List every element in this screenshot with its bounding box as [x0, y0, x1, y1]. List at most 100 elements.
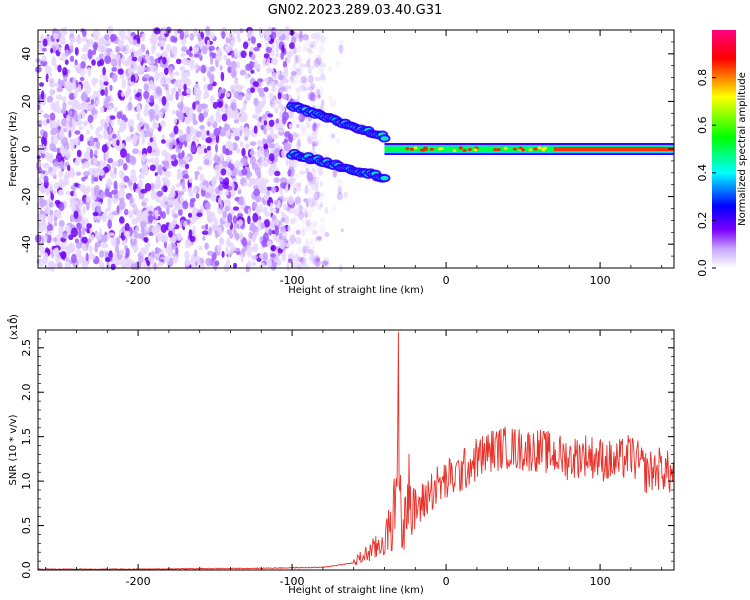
noise-blob [217, 226, 223, 237]
noise-blob [38, 219, 42, 228]
noise-blob [297, 138, 301, 147]
noise-blob [225, 37, 230, 44]
noise-blob [143, 109, 150, 117]
noise-blob [298, 32, 304, 42]
noise-blob [265, 186, 273, 191]
noise-blob [343, 191, 348, 199]
noise-blob [109, 179, 113, 186]
noise-blob [95, 100, 101, 105]
noise-blob [293, 133, 301, 138]
noise-blob [256, 121, 262, 128]
noise-blob [66, 225, 71, 235]
noise-blob [62, 233, 69, 239]
noise-blob [205, 92, 210, 98]
colorbar-gradient [712, 30, 736, 268]
noise-blob [188, 177, 193, 184]
noise-blob [194, 170, 200, 176]
noise-blob [284, 242, 291, 248]
merged-signal-spot [493, 148, 498, 152]
y-tick-label: 2.0 [20, 383, 33, 401]
noise-blob [316, 54, 323, 65]
noise-blob [206, 130, 210, 136]
noise-blob [39, 109, 44, 114]
noise-blob [267, 113, 274, 118]
noise-blob [225, 246, 229, 254]
noise-blob [295, 67, 302, 76]
noise-blob [94, 77, 99, 84]
noise-blob [311, 64, 315, 70]
noise-blob [95, 56, 100, 61]
snr-scale-prefix: (x10 [9, 317, 20, 340]
noise-blob [89, 148, 94, 159]
noise-blob [42, 252, 49, 261]
noise-blob [54, 222, 57, 227]
noise-blob [275, 53, 280, 58]
noise-blob [154, 147, 161, 157]
noise-blob [314, 176, 320, 187]
noise-blob [287, 169, 292, 177]
noise-blob [116, 111, 123, 119]
merged-signal-spot [520, 148, 525, 152]
noise-blob [186, 49, 191, 56]
noise-blob [108, 105, 113, 111]
noise-blob [282, 203, 288, 211]
noise-blob [59, 160, 64, 170]
noise-blob [239, 28, 244, 34]
noise-blob [65, 190, 71, 196]
noise-blob [64, 49, 70, 57]
noise-blob [247, 260, 252, 269]
y-tick-label: 40 [20, 47, 33, 61]
noise-blob [311, 179, 317, 189]
noise-blob [74, 182, 79, 187]
noise-blob [63, 174, 68, 183]
noise-blob [89, 227, 93, 233]
noise-blob [250, 246, 255, 252]
noise-blob [70, 45, 74, 53]
noise-blob [319, 192, 325, 199]
noise-blob [253, 188, 260, 197]
noise-blob [306, 135, 313, 145]
noise-blob [201, 45, 208, 55]
x-tick-label: -200 [126, 274, 151, 287]
noise-blob [111, 189, 118, 195]
noise-blob [155, 114, 159, 121]
noise-blob [178, 157, 184, 166]
noise-blob [244, 72, 249, 80]
noise-blob [312, 95, 318, 101]
noise-blob [119, 170, 124, 179]
noise-blob [80, 61, 86, 69]
noise-blob [41, 55, 47, 62]
noise-blob [228, 142, 234, 152]
noise-blob [94, 201, 102, 206]
noise-blob [315, 236, 318, 243]
noise-blob [156, 87, 162, 93]
noise-blob [140, 130, 145, 139]
noise-blob [56, 105, 61, 114]
noise-blob [320, 67, 325, 74]
noise-blob [276, 71, 281, 76]
noise-blob [250, 87, 256, 93]
noise-blob [58, 46, 62, 53]
noise-blob [81, 236, 88, 244]
noise-blob [314, 181, 319, 189]
noise-blob [218, 176, 224, 183]
noise-blob [307, 249, 314, 254]
noise-blob [196, 166, 203, 171]
noise-blob [149, 95, 155, 104]
noise-blob [137, 101, 141, 112]
noise-blob [255, 114, 260, 121]
noise-blob [290, 132, 298, 141]
noise-blob [203, 144, 206, 150]
noise-blob [153, 122, 159, 129]
noise-blob [310, 203, 316, 212]
merged-signal-spot [413, 146, 418, 150]
noise-blob [100, 73, 104, 78]
noise-blob [60, 108, 66, 115]
noise-blob [188, 229, 193, 238]
noise-blob [307, 64, 313, 72]
noise-blob [315, 122, 321, 128]
noise-blob [273, 133, 277, 139]
noise-blob [281, 253, 287, 262]
noise-blob [55, 100, 60, 107]
noise-blob [154, 103, 159, 114]
